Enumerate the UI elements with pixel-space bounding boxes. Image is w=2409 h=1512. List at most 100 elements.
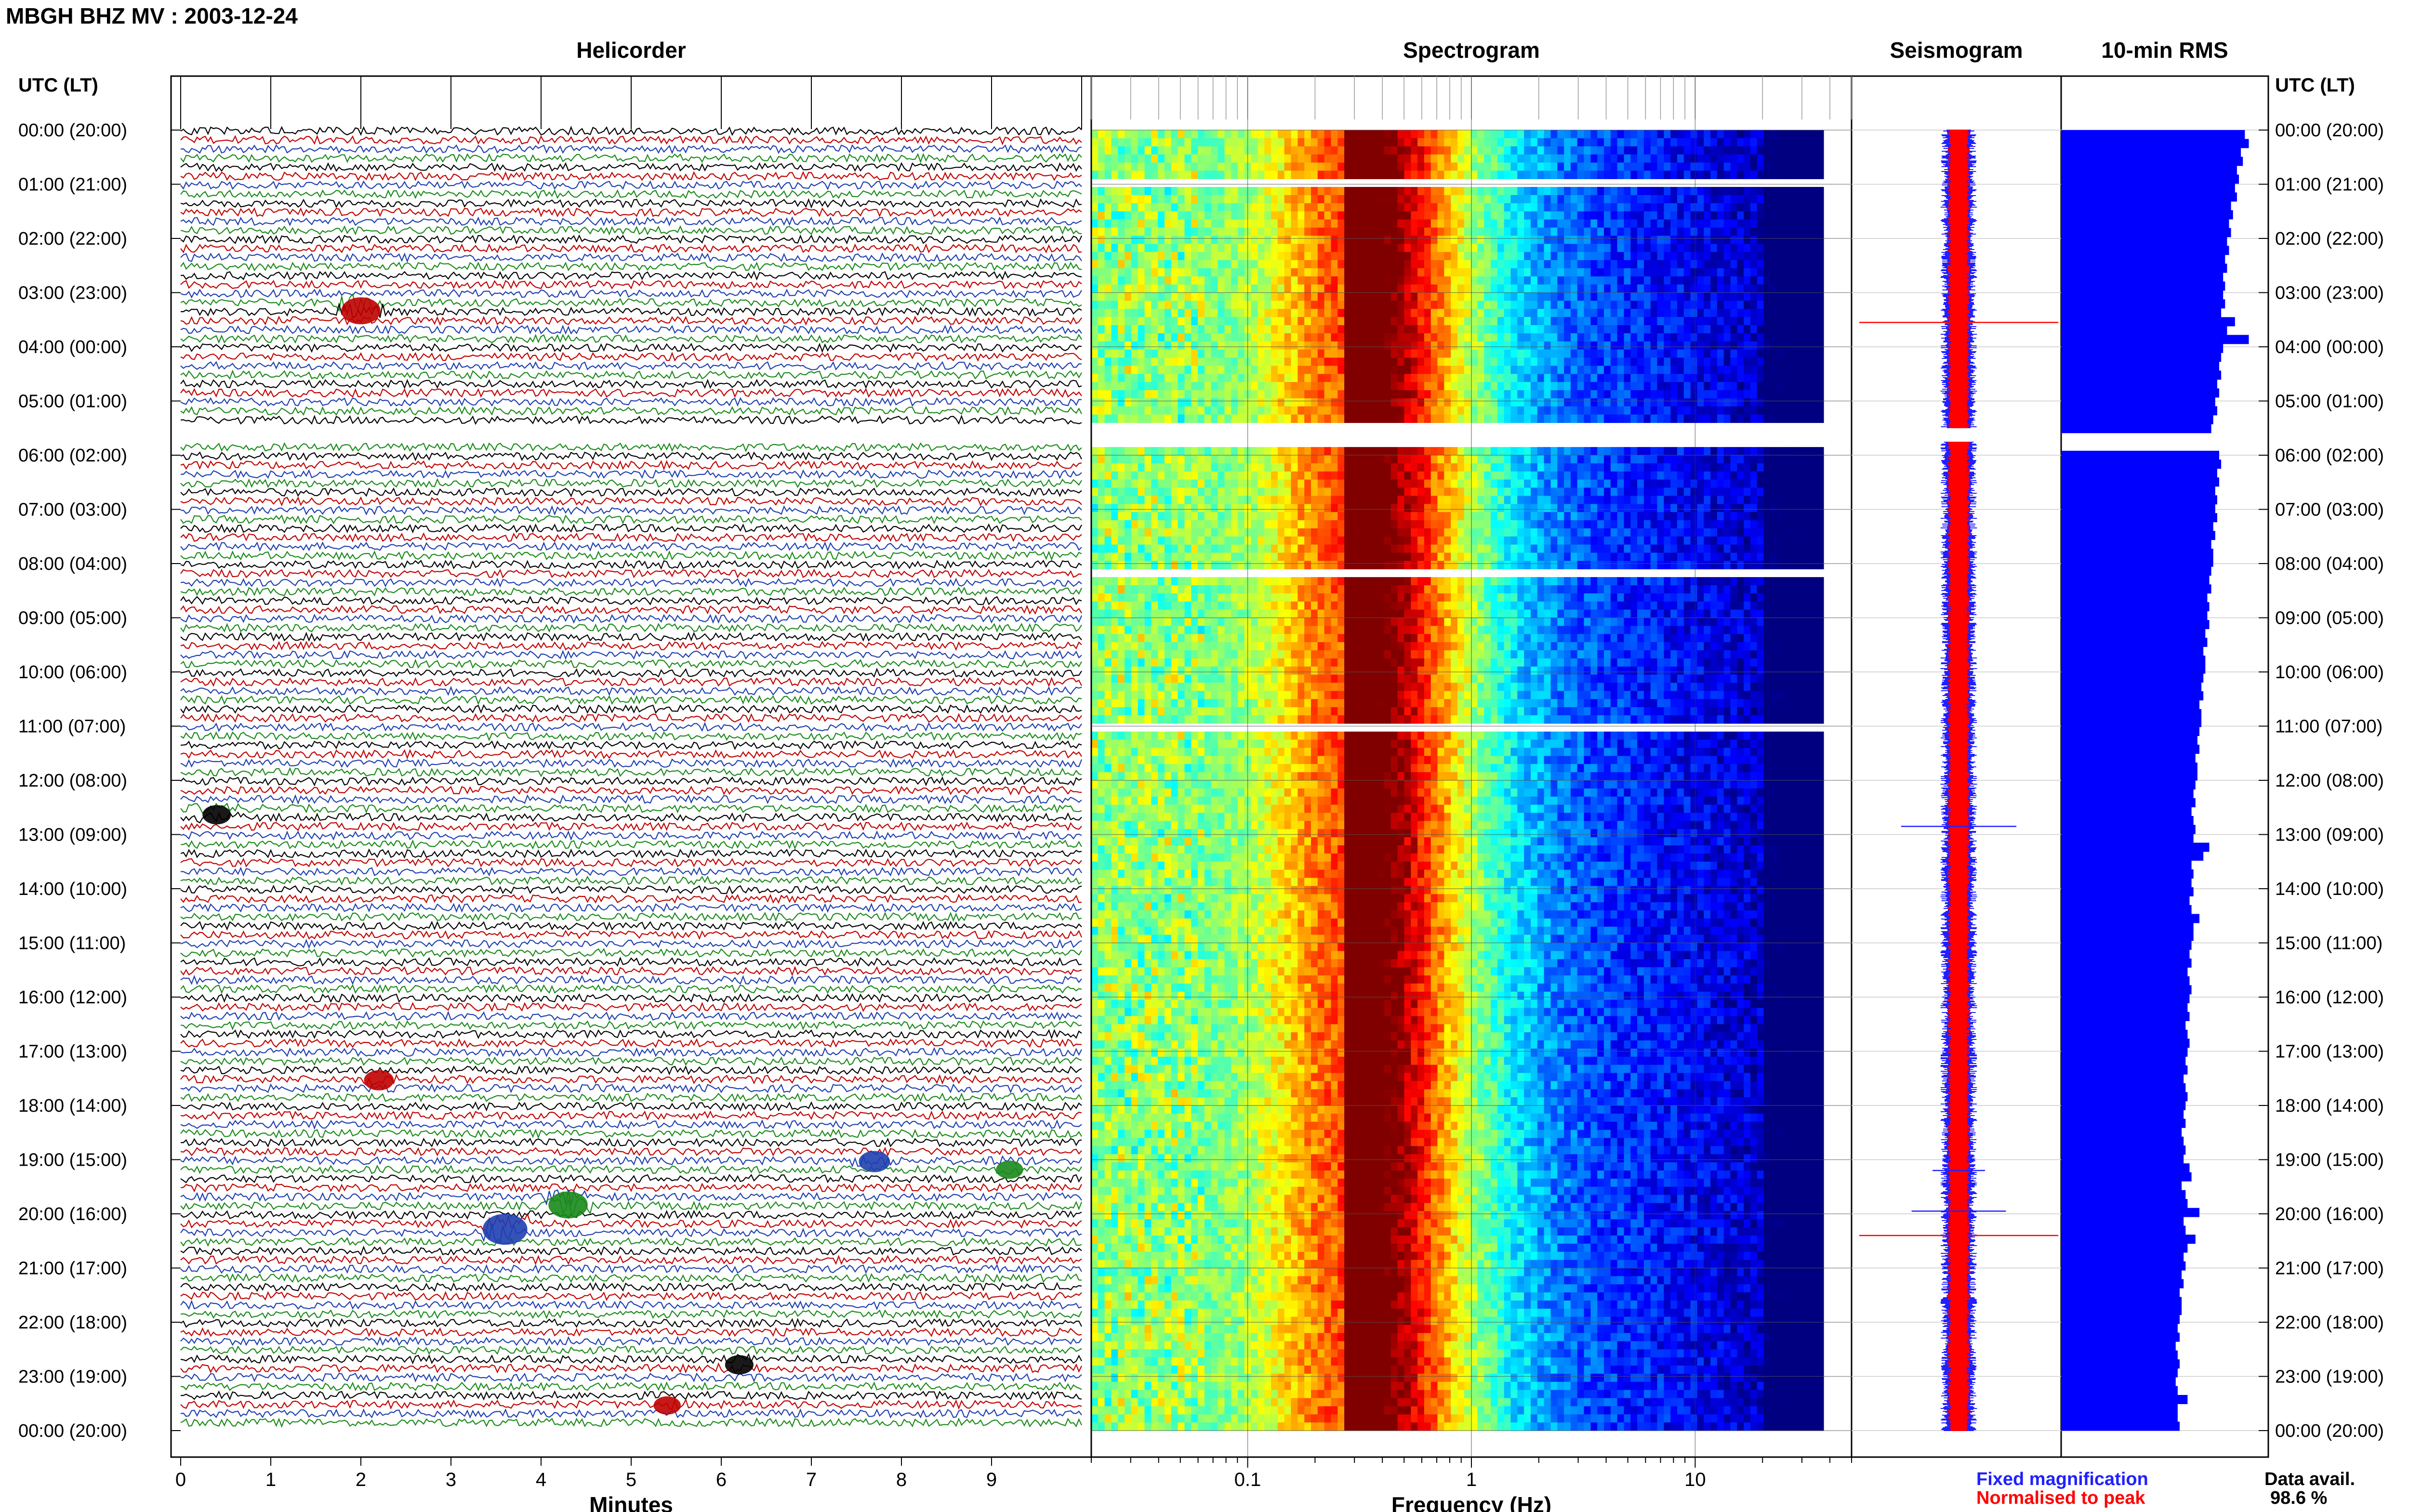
- rms-bar: [2061, 130, 2245, 139]
- helicorder-trace: [181, 904, 1082, 912]
- helicorder-trace: [181, 651, 1082, 659]
- helicorder-trace: [181, 1338, 1082, 1345]
- panel-title-spectrogram: Spectrogram: [1403, 38, 1540, 63]
- rms-bar: [2061, 1021, 2185, 1030]
- helicorder-trace: [181, 1346, 1082, 1354]
- rms-bar: [2061, 611, 2207, 620]
- rms-bar: [2061, 566, 2211, 576]
- helicorder-trace: [181, 633, 1082, 641]
- helicorder-trace: [181, 317, 1082, 325]
- helicorder-trace: [181, 380, 1082, 388]
- helicorder-trace: [181, 561, 1082, 568]
- spectrogram-x-tick-label: 0.1: [1234, 1469, 1261, 1490]
- helicorder-event: [483, 1214, 528, 1245]
- helicorder-trace: [181, 1030, 1082, 1038]
- rms-bar: [2061, 326, 2227, 335]
- rms-bar: [2061, 175, 2239, 184]
- rms-bar: [2061, 843, 2210, 852]
- rms-bar: [2061, 1395, 2187, 1404]
- rms-bar: [2061, 335, 2249, 344]
- rms-bar: [2061, 237, 2227, 246]
- time-tick-right: 15:00 (11:00): [2275, 933, 2383, 954]
- rms-bar: [2061, 513, 2217, 522]
- rms-bar: [2061, 1377, 2176, 1386]
- helicorder-trace: [181, 1175, 1082, 1183]
- time-tick-right: 19:00 (15:00): [2275, 1150, 2384, 1170]
- time-tick-right: 12:00 (08:00): [2275, 771, 2384, 791]
- rms-bar: [2061, 593, 2207, 603]
- time-tick-left: 01:00 (21:00): [18, 175, 127, 195]
- time-tick-right: 01:00 (21:00): [2275, 175, 2384, 195]
- rms-bar: [2061, 415, 2213, 424]
- time-tick-right: 18:00 (14:00): [2275, 1096, 2384, 1116]
- time-tick-left: 09:00 (05:00): [18, 608, 127, 629]
- rms-bar: [2061, 1368, 2178, 1378]
- rms-bar: [2061, 166, 2237, 175]
- helicorder-trace: [181, 606, 1082, 614]
- rms-bar: [2061, 1119, 2185, 1128]
- helicorder-trace: [181, 940, 1082, 948]
- helicorder-trace: [181, 245, 1082, 252]
- rms-bar: [2061, 959, 2192, 968]
- helicorder-trace: [181, 1039, 1082, 1047]
- rms-bar: [2061, 469, 2217, 478]
- rms-bar: [2061, 148, 2241, 157]
- time-tick-left: 11:00 (07:00): [18, 717, 126, 737]
- rms-bar: [2061, 1386, 2178, 1395]
- helicorder-trace: [181, 389, 1082, 397]
- helicorder-trace: [181, 922, 1082, 930]
- helicorder-event: [654, 1396, 681, 1415]
- time-tick-right: 02:00 (22:00): [2275, 229, 2384, 249]
- time-axis-label-left: UTC (LT): [18, 75, 98, 96]
- helicorder-trace: [181, 931, 1082, 939]
- rms-bar: [2061, 1262, 2185, 1271]
- helicorder-trace: [181, 304, 1082, 318]
- helicorder-trace: [181, 199, 1082, 207]
- time-tick-left: 13:00 (09:00): [18, 825, 127, 845]
- time-tick-left: 02:00 (22:00): [18, 229, 127, 249]
- helicorder-trace: [181, 1148, 1082, 1156]
- rms-bar: [2061, 985, 2192, 994]
- helicorder-trace: [181, 877, 1082, 884]
- rms-bar: [2061, 727, 2199, 736]
- helicorder-trace: [181, 777, 1082, 785]
- rms-bar: [2061, 504, 2215, 513]
- rms-bar: [2061, 290, 2223, 300]
- helicorder-x-tick-label: 0: [175, 1469, 186, 1490]
- rms-bar: [2061, 308, 2221, 317]
- helicorder-trace: [181, 732, 1082, 740]
- rms-bar: [2061, 1003, 2187, 1012]
- rms-bar: [2061, 1297, 2182, 1306]
- rms-bar: [2061, 281, 2225, 290]
- helicorder-trace: [181, 1292, 1082, 1300]
- rms-bar: [2061, 424, 2211, 433]
- helicorder-trace: [181, 163, 1082, 171]
- helicorder-trace: [181, 552, 1082, 559]
- helicorder-trace: [181, 687, 1082, 695]
- rms-bar: [2061, 317, 2235, 326]
- rms-bar: [2061, 1030, 2187, 1039]
- rms-bar: [2061, 932, 2194, 941]
- helicorder-traces: [181, 127, 1082, 1426]
- helicorder-trace: [181, 272, 1082, 279]
- rms-bar: [2061, 1190, 2185, 1199]
- helicorder-trace: [181, 597, 1082, 605]
- helicorder-trace: [181, 190, 1082, 198]
- helicorder-trace: [181, 642, 1082, 650]
- helicorder-trace: [181, 335, 1082, 342]
- rms-bar: [2061, 1404, 2178, 1413]
- helicorder-trace: [181, 669, 1082, 677]
- panel-title-helicorder: Helicorder: [576, 38, 686, 63]
- helicorder-trace: [181, 1265, 1082, 1273]
- helicorder-trace: [181, 1130, 1082, 1137]
- rms-bar: [2061, 1235, 2196, 1244]
- rms-bar: [2061, 558, 2213, 567]
- helicorder-x-tick-label: 2: [356, 1469, 366, 1490]
- time-tick-right: 13:00 (09:00): [2275, 825, 2384, 845]
- helicorder-trace: [181, 1156, 1082, 1166]
- rms-bar: [2061, 673, 2203, 683]
- rms-bar: [2061, 406, 2217, 415]
- time-tick-left: 21:00 (17:00): [18, 1259, 127, 1279]
- rms-bar: [2061, 1252, 2184, 1262]
- helicorder-trace: [181, 1247, 1082, 1255]
